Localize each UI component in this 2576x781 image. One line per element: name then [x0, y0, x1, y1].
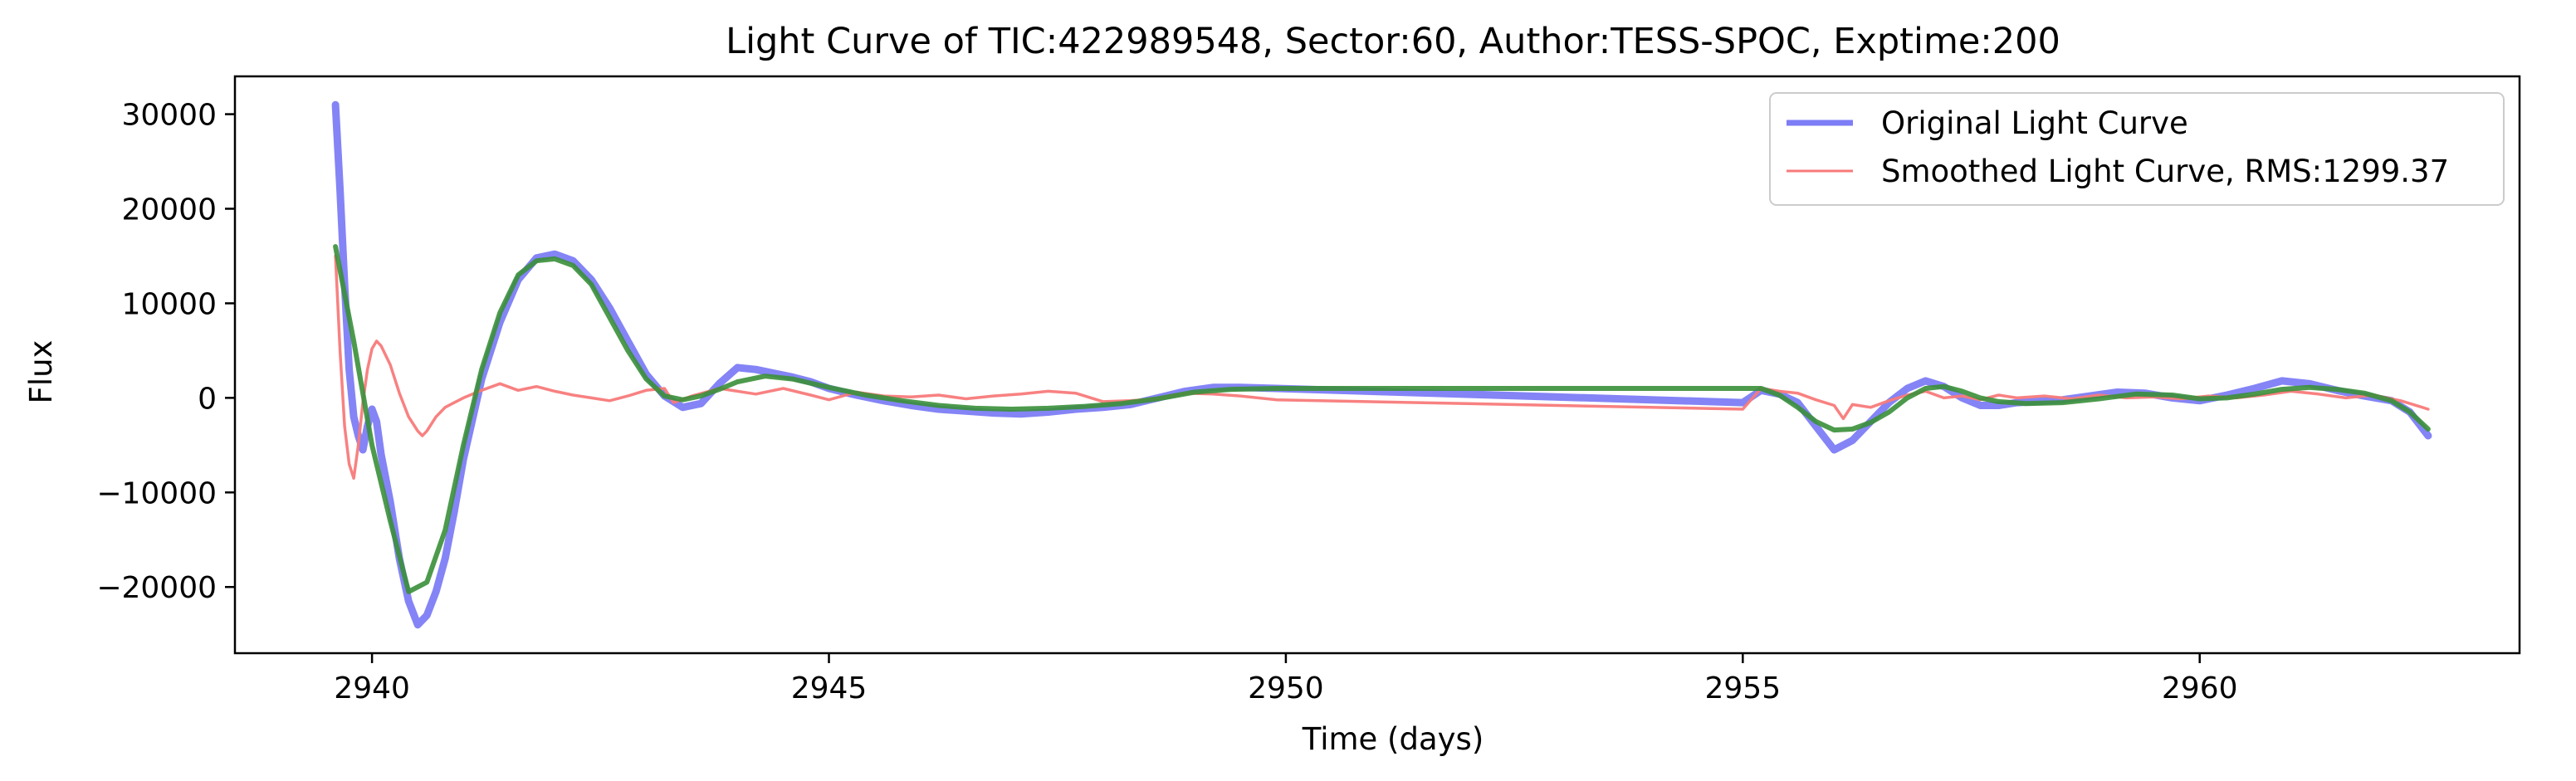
- legend-frame: [1769, 92, 2505, 206]
- y-axis-label: Flux: [23, 340, 59, 404]
- legend-label-original: Original Light Curve: [1881, 105, 2188, 141]
- y-tick-label: 30000: [121, 99, 217, 133]
- series-fit-line: [333, 244, 2431, 594]
- plot-area-frame: [233, 75, 2521, 655]
- x-tick-label: 2945: [791, 671, 868, 705]
- y-tick-label: 0: [198, 382, 217, 416]
- x-tick-label: 2940: [334, 671, 410, 705]
- x-tick-label: 2960: [2162, 671, 2238, 705]
- x-tick-label: 2955: [1705, 671, 1782, 705]
- legend-label-smoothed: Smoothed Light Curve, RMS:1299.37: [1881, 154, 2449, 189]
- x-tick-label: 2950: [1248, 671, 1324, 705]
- y-tick-label: 10000: [121, 287, 217, 321]
- x-axis-label: Time (days): [1302, 721, 1484, 757]
- chart-title: Light Curve of TIC:422989548, Sector:60,…: [726, 21, 2060, 62]
- y-tick-label: −10000: [96, 476, 217, 510]
- y-tick-label: 20000: [121, 193, 217, 227]
- series-smoothed-line: [334, 254, 2430, 480]
- legend: Original Light Curve Smoothed Light Curv…: [1769, 92, 2505, 206]
- x-axis-ticks: 2940 2945 2950 2955 2960: [334, 653, 2238, 705]
- y-axis-ticks: −20000 −10000 0 10000 20000 30000: [96, 99, 235, 605]
- y-tick-label: −20000: [96, 571, 217, 605]
